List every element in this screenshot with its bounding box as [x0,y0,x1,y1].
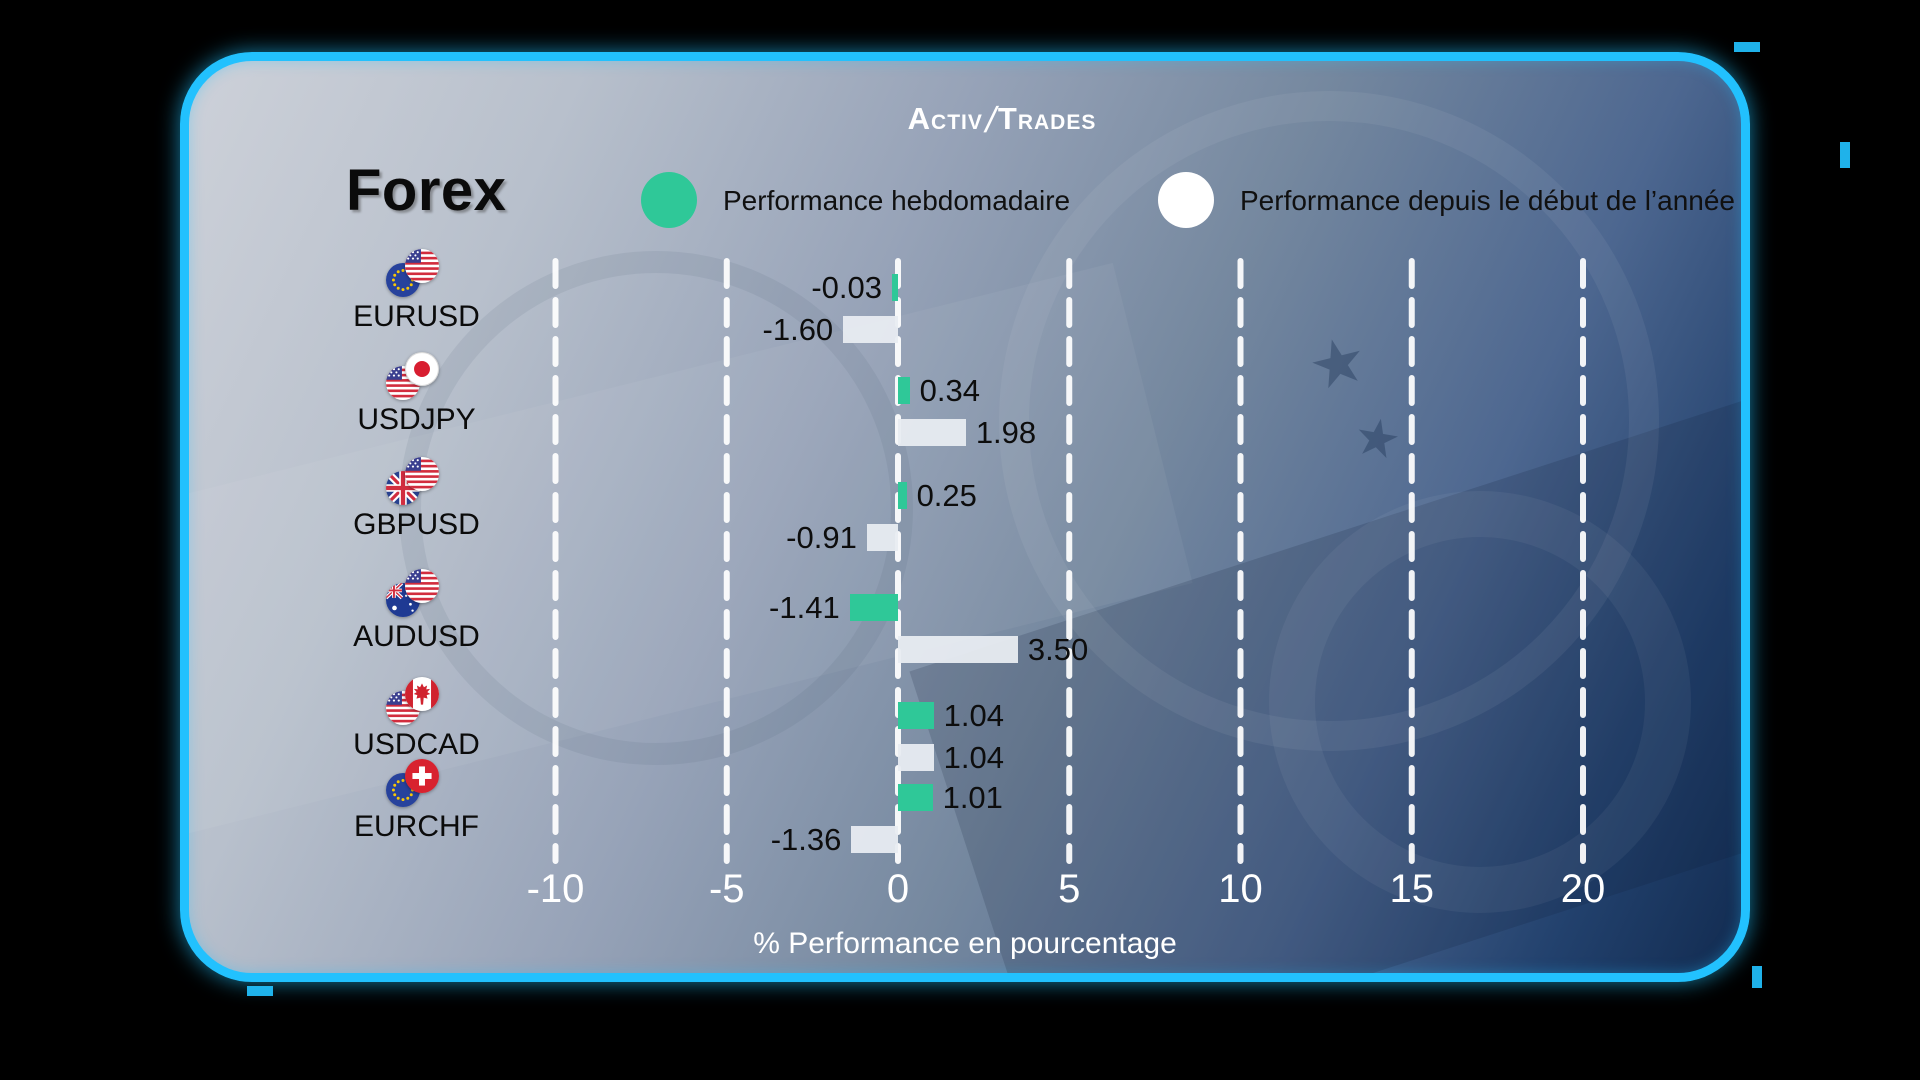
x-tick-label: -5 [708,867,745,911]
logo-activ-text: Activ [907,101,983,136]
value-label: -0.91 [786,520,857,555]
logo-trades-text: Trades [997,101,1097,136]
flag-ca-icon [405,677,439,711]
x-tick-label: 5 [1058,867,1081,911]
cyan-glitch-mark [1734,42,1760,52]
weekly-bar-eurusd [892,274,898,301]
ytd-legend-dot-icon [1158,172,1214,228]
ytd-bar-gbpusd [866,524,898,551]
cyan-glitch-mark [1840,142,1850,168]
x-tick-label: 15 [1389,867,1435,911]
weekly-legend-label: Performance hebdomadaire [723,185,1071,216]
pair-label-usdcad: USDCAD [353,728,480,761]
ytd-legend-label: Performance depuis le début de l’année [1240,185,1736,216]
x-tick-label: -10 [526,867,585,911]
x-tick-label: 0 [886,867,910,911]
value-label: 1.98 [975,415,1037,450]
value-label: 1.01 [942,780,1003,815]
weekly-bar-eurchf [898,784,933,811]
ytd-bar-audusd [898,636,1018,663]
value-label: -1.36 [770,822,842,857]
pair-label-gbpusd: GBPUSD [353,508,480,541]
cyan-glitch-mark [1752,966,1762,988]
ytd-bar-eurchf [851,826,898,853]
forex-performance-card: ★ ★ Activ/Trades Forex Performance hebdo… [180,52,1750,982]
x-tick-label: 20 [1560,867,1606,911]
value-label: 0.25 [916,478,977,513]
activtrades-logo: Activ/Trades [907,99,1097,140]
pair-label-usdjpy: USDJPY [357,403,476,436]
flag-us-icon [405,457,439,491]
weekly-bar-gbpusd [898,482,907,509]
weekly-legend-dot-icon [641,172,697,228]
x-tick-label: 10 [1218,867,1263,911]
value-label: 1.04 [943,698,1004,733]
value-label: -0.03 [811,270,882,305]
flag-ch-icon [405,759,439,793]
cyan-glitch-mark [247,986,273,996]
flag-au-icon [386,583,420,617]
pair-label-eurchf: EURCHF [354,810,479,843]
pair-label-audusd: AUDUSD [353,620,480,653]
chart-gridlines [552,258,1586,864]
weekly-bar-usdcad [898,702,934,729]
weekly-bar-usdjpy [898,377,910,404]
ytd-bar-usdcad [898,744,934,771]
ytd-bar-eurusd [843,316,898,343]
pair-label-eurusd: EURUSD [353,300,480,333]
value-label: -1.60 [762,312,834,347]
value-label: 3.50 [1027,632,1089,667]
ytd-bar-usdjpy [898,419,966,446]
page-title: Forex [346,158,507,223]
weekly-bar-audusd [849,594,898,621]
value-label: 0.34 [919,373,980,408]
value-label: -1.41 [769,590,840,625]
x-axis-title: % Performance en pourcentage [753,927,1177,960]
value-label: 1.04 [943,740,1004,775]
flag-us-icon [405,249,439,283]
flag-us-icon [405,569,439,603]
flag-jp-icon [405,352,439,386]
